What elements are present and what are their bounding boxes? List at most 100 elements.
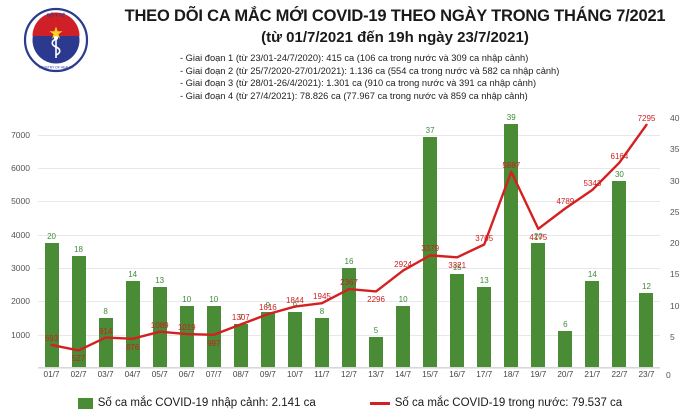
bar-column[interactable]: 13 xyxy=(471,118,498,368)
bar[interactable] xyxy=(531,243,546,368)
bar[interactable] xyxy=(585,280,600,368)
bar-column[interactable]: 6 xyxy=(552,118,579,368)
ministry-of-health-logo: BỘ Y TẾ MINISTRY OF HEALTH xyxy=(22,6,90,74)
bar[interactable] xyxy=(152,286,167,368)
y-axis-left-tick: 1000 xyxy=(11,329,30,340)
y-axis-right-tick: 40 xyxy=(670,113,680,123)
bar[interactable] xyxy=(341,268,356,368)
y-axis-left-tick: 5000 xyxy=(11,196,30,207)
y-axis-right-tick: 20 xyxy=(670,238,680,248)
bar-value-label: 20 xyxy=(533,232,543,241)
bar-column[interactable]: 15 xyxy=(444,118,471,368)
title-block: THEO DÕI CA MẮC MỚI COVID-19 THEO NGÀY T… xyxy=(95,6,695,48)
bar[interactable] xyxy=(558,330,573,368)
bar-value-label: 16 xyxy=(344,257,354,266)
bar-value-label: 6 xyxy=(563,319,568,329)
bar[interactable] xyxy=(504,124,519,368)
x-axis-tick-label: 18/7 xyxy=(503,370,520,379)
x-axis-tick-label: 22/7 xyxy=(611,370,628,379)
bar[interactable] xyxy=(423,136,438,368)
bar-column[interactable]: 20 xyxy=(38,118,65,368)
bar-value-label: 14 xyxy=(128,269,138,279)
legend-line-swatch-icon xyxy=(369,401,390,405)
legend-label-domestic: Số ca mắc COVID-19 trong nước: 79.537 ca xyxy=(394,397,623,409)
bar-column[interactable]: 39 xyxy=(498,113,525,368)
x-axis-tick-label: 20/7 xyxy=(557,370,574,379)
bar[interactable] xyxy=(125,280,140,368)
x-axis-tick-label: 11/7 xyxy=(314,370,330,379)
y-axis-left-tick: 6000 xyxy=(11,163,30,173)
x-axis-baseline xyxy=(38,367,660,368)
bar-value-label: 20 xyxy=(47,232,56,241)
bar[interactable] xyxy=(314,318,329,368)
bar[interactable] xyxy=(612,180,627,368)
bar[interactable] xyxy=(98,318,113,368)
x-axis-tick-label: 13/7 xyxy=(368,370,384,379)
bar-column[interactable]: 30 xyxy=(606,118,633,368)
phase-line-4: - Giai đoạn 4 (từ 27/4/2021): 78.826 ca … xyxy=(180,90,528,101)
bar-value-label: 15 xyxy=(452,263,462,273)
phase-line-2: - Giai đoạn 2 (từ 25/7/2020-27/01/2021):… xyxy=(180,65,560,76)
x-axis-tick-label: 04/7 xyxy=(124,370,141,379)
bar-value-label: 9 xyxy=(292,300,298,310)
bar-column[interactable]: 9 xyxy=(281,118,308,368)
chart-legend: Số ca mắc COVID-19 nhập cảnh: 2.141 ca S… xyxy=(0,392,700,414)
bar-column[interactable]: 14 xyxy=(119,118,146,368)
bar-value-label: 7 xyxy=(238,313,244,323)
bar-column[interactable]: 5 xyxy=(363,118,390,368)
y-axis-right-tick: 30 xyxy=(670,175,680,186)
gridline xyxy=(38,368,660,369)
bar[interactable] xyxy=(396,305,411,368)
bar[interactable] xyxy=(369,336,384,368)
bar-column[interactable]: 14 xyxy=(579,118,606,368)
bar-column[interactable]: 20 xyxy=(525,118,552,368)
legend-label-imported: Số ca mắc COVID-19 nhập cảnh: 2.141 ca xyxy=(97,397,316,409)
bar[interactable] xyxy=(477,286,492,368)
x-axis-tick-label: 19/7 xyxy=(530,370,547,379)
bar-column[interactable]: 8 xyxy=(308,118,335,368)
bar[interactable] xyxy=(639,293,654,368)
bar-column[interactable]: 18 xyxy=(65,118,92,368)
svg-text:MINISTRY OF HEALTH: MINISTRY OF HEALTH xyxy=(39,66,74,70)
bar[interactable] xyxy=(450,274,465,368)
y-axis-right: 5 10 15 20 25 30 35 40 xyxy=(666,114,696,368)
y-axis-right-tick: 10 xyxy=(670,300,680,311)
page-title: THEO DÕI CA MẮC MỚI COVID-19 THEO NGÀY T… xyxy=(124,7,666,25)
bar-value-label: 12 xyxy=(642,282,651,291)
x-axis-tick-label: 14/7 xyxy=(395,370,412,379)
y-axis-left: 1000 2000 3000 4000 5000 6000 7000 xyxy=(0,118,34,368)
bar-column[interactable]: 12 xyxy=(633,118,660,368)
x-axis-tick-label: 23/7 xyxy=(638,370,655,379)
bar[interactable] xyxy=(206,305,221,368)
bar[interactable] xyxy=(287,311,302,368)
bar-column[interactable]: 10 xyxy=(390,118,417,368)
bar-column[interactable]: 8 xyxy=(92,118,119,368)
bar-column[interactable]: 7 xyxy=(227,118,254,368)
y-axis-left-tick: 7000 xyxy=(11,129,30,140)
svg-text:BỘ Y TẾ: BỘ Y TẾ xyxy=(47,11,65,18)
x-axis-tick-label: 12/7 xyxy=(341,370,357,379)
bar-column[interactable]: 16 xyxy=(335,118,362,368)
x-axis-tick-label: 17/7 xyxy=(476,370,493,379)
bar-value-label: 8 xyxy=(103,307,108,316)
legend-item-imported: Số ca mắc COVID-19 nhập cảnh: 2.141 ca xyxy=(77,397,316,409)
bar[interactable] xyxy=(260,311,275,368)
legend-item-domestic: Số ca mắc COVID-19 trong nước: 79.537 ca xyxy=(369,397,623,409)
x-axis-labels: 01/7 02/7 03/7 04/7 05/7 06/7 07/7 08/7 09/7 10/7… xyxy=(38,370,660,386)
bar[interactable] xyxy=(233,324,248,368)
bar-column[interactable]: 10 xyxy=(173,118,200,368)
bar[interactable] xyxy=(44,243,59,368)
bar-value-label: 14 xyxy=(587,269,597,279)
bar-value-label: 10 xyxy=(182,294,192,304)
chart-header: BỘ Y TẾ MINISTRY OF HEALTH THEO DÕI CA M… xyxy=(0,0,700,112)
bar-column[interactable]: 10 xyxy=(200,118,227,368)
y-axis-left-tick: 2000 xyxy=(11,296,30,307)
bar[interactable] xyxy=(179,305,194,368)
x-axis-tick-label: 21/7 xyxy=(584,370,601,379)
bar-column[interactable]: 37 xyxy=(417,118,444,368)
bar-column[interactable]: 9 xyxy=(254,118,281,368)
bar-value-label: 5 xyxy=(373,325,379,335)
x-axis-tick-label: 02/7 xyxy=(70,370,87,379)
bar[interactable] xyxy=(71,255,86,368)
bar-column[interactable]: 13 xyxy=(146,118,173,368)
